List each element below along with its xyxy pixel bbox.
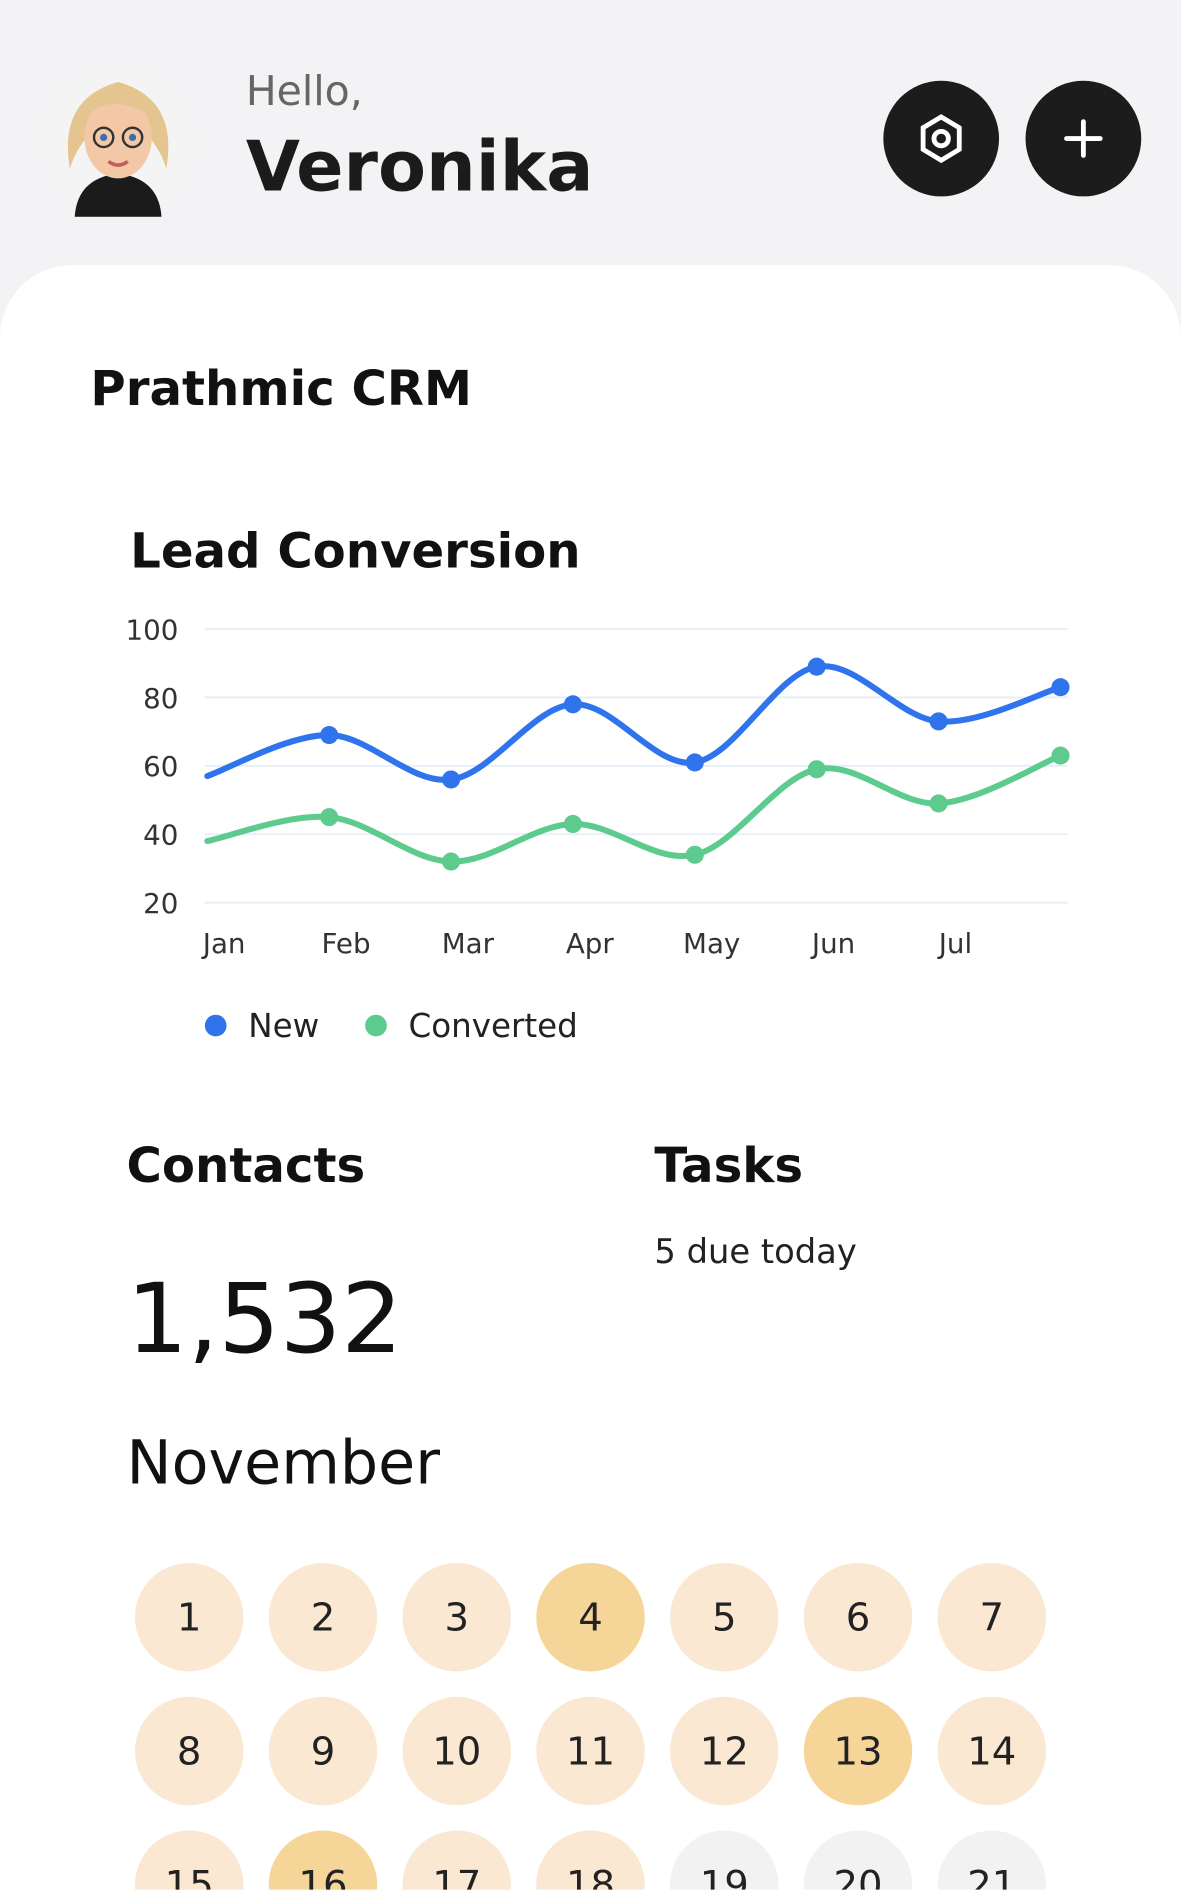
legend-label: Converted (409, 1007, 578, 1045)
calendar-day[interactable]: 2 (268, 1563, 378, 1672)
chart-title: Lead Conversion (130, 523, 580, 579)
data-point (563, 695, 582, 714)
y-tick-label: 20 (143, 887, 178, 920)
add-icon (1064, 119, 1103, 158)
data-point (1051, 678, 1070, 697)
data-point (1051, 746, 1070, 765)
calendar-day[interactable]: 13 (803, 1696, 913, 1806)
calendar-day[interactable]: 21 (937, 1830, 1047, 1890)
calendar-day[interactable]: 12 (670, 1696, 779, 1806)
data-point (929, 794, 948, 813)
greeting: Hello, (245, 67, 363, 116)
contacts-value: 1,532 (126, 1262, 403, 1376)
data-point (442, 852, 461, 871)
x-tick-label: Jan (201, 927, 246, 960)
x-tick-label: Mar (442, 927, 495, 960)
avatar (40, 62, 196, 217)
add-button[interactable] (1025, 80, 1142, 197)
data-point (685, 753, 704, 772)
contacts-label: Contacts (126, 1138, 366, 1195)
calendar-day[interactable]: 4 (536, 1563, 645, 1672)
calendar-day[interactable]: 3 (402, 1563, 511, 1672)
data-point (320, 726, 339, 745)
data-point (563, 814, 582, 834)
tasks-value: 5 due today (654, 1231, 857, 1272)
x-tick-label: Feb (322, 927, 371, 960)
calendar-day[interactable]: 6 (803, 1563, 913, 1672)
app-title: Prathmic CRM (90, 361, 472, 417)
settings-icon (920, 114, 962, 164)
tasks-label: Tasks (654, 1138, 804, 1195)
data-point (442, 770, 461, 789)
y-tick-label: 60 (143, 750, 178, 783)
x-tick-label: May (683, 927, 740, 960)
y-tick-label: 80 (143, 682, 178, 715)
series-line (204, 663, 1064, 783)
data-point (807, 760, 826, 779)
calendar-day[interactable]: 10 (402, 1696, 511, 1806)
month-title: November (126, 1428, 440, 1498)
series-line (204, 752, 1064, 865)
calendar-day[interactable]: 8 (134, 1696, 244, 1806)
calendar-day[interactable]: 9 (268, 1696, 378, 1806)
calendar-day[interactable]: 7 (937, 1563, 1047, 1672)
calendar-day[interactable]: 11 (536, 1696, 645, 1806)
x-tick-label: Jun (810, 927, 855, 960)
data-point (807, 657, 826, 676)
settings-button[interactable] (883, 80, 1000, 197)
calendar-day[interactable]: 14 (937, 1696, 1047, 1806)
chart: Lead Conversion 20 40 60 80 100 Jan Feb Mar Apr M… (125, 523, 1070, 1045)
calendar-day[interactable]: 1 (134, 1563, 244, 1672)
data-point (929, 712, 948, 731)
legend-marker (365, 1014, 387, 1037)
x-tick-label: Jul (937, 927, 972, 960)
x-tick-label: Apr (566, 927, 615, 960)
legend-label: New (248, 1007, 319, 1045)
y-tick-label: 100 (125, 613, 178, 646)
user-name: Veronika (245, 125, 594, 208)
calendar-day[interactable]: 5 (670, 1563, 779, 1672)
data-point (320, 808, 339, 827)
legend-marker (204, 1014, 227, 1037)
y-tick-label: 40 (143, 819, 178, 852)
data-point (685, 845, 704, 864)
